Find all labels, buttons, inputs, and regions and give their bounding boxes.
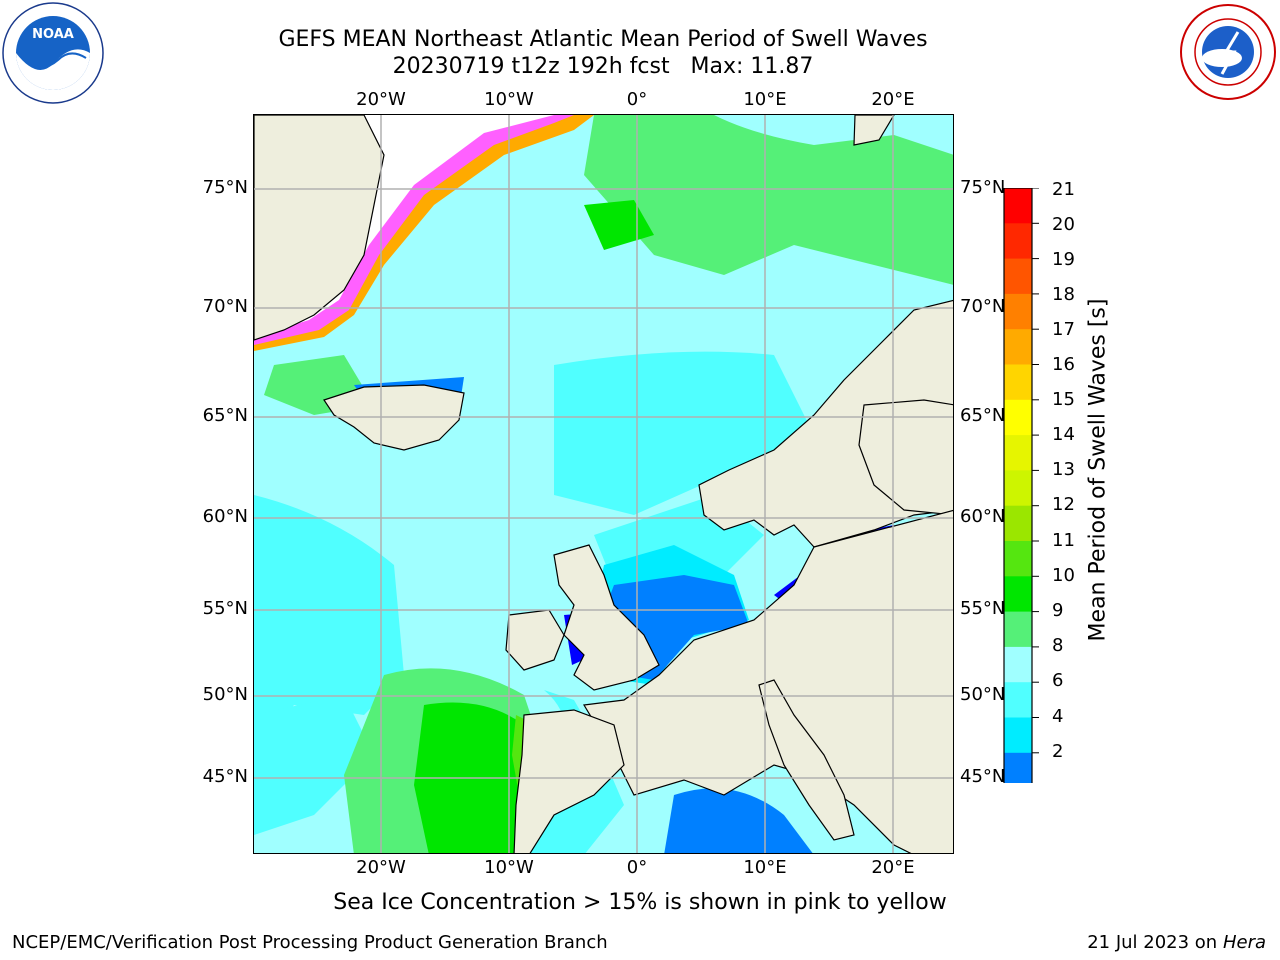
colorbar-segment — [1004, 646, 1032, 683]
lon-label-bottom-20e: 20°E — [871, 857, 915, 878]
land-areas — [254, 115, 953, 853]
colorbar-outline — [1003, 188, 1033, 783]
colorbar-segment — [1004, 188, 1032, 224]
colorbar-tick-label: 11 — [1052, 530, 1075, 551]
land-svalbard — [853, 115, 895, 146]
colorbar-label: Mean Period of Swell Waves [s] — [1085, 298, 1111, 642]
colorbar-segment — [1004, 505, 1032, 542]
lat-label-left-65n: 65°N — [202, 405, 248, 426]
colorbar-segment — [1004, 611, 1032, 648]
colorbar-segment — [1004, 329, 1032, 365]
lon-label-top-10w: 10°W — [484, 89, 534, 110]
sea-ice-note: Sea Ice Concentration > 15% is shown in … — [333, 890, 947, 915]
noaa-logo-text: NOAA — [32, 27, 74, 42]
colorbar-tick-label: 12 — [1052, 494, 1075, 515]
colorbar-segment — [1004, 682, 1032, 718]
colorbar — [1003, 188, 1039, 783]
lon-label-bottom-0: 0° — [626, 857, 648, 878]
lat-label-left-45n: 45°N — [202, 766, 248, 787]
footer-host: Hera — [1222, 932, 1266, 953]
chart-title: GEFS MEAN Northeast Atlantic Mean Period… — [278, 27, 928, 52]
colorbar-tick-label: 4 — [1052, 706, 1064, 727]
land-italy — [758, 679, 855, 841]
lat-label-left-50n: 50°N — [202, 684, 248, 705]
colorbar-segment — [1004, 717, 1032, 754]
colorbar-tick-label: 18 — [1052, 284, 1075, 305]
lat-label-left-60n: 60°N — [202, 506, 248, 527]
noaa-logo-icon: NOAA — [2, 2, 104, 104]
swell-field-6-8s-southwest — [254, 695, 374, 835]
swell-field-6-8s-west — [254, 495, 404, 755]
colorbar-tick-label: 16 — [1052, 354, 1075, 375]
colorbar-tick-label: 8 — [1052, 635, 1064, 656]
lat-label-left-55n: 55°N — [202, 598, 248, 619]
swell-field-6-8s-central — [554, 351, 814, 515]
colorbar-tick-label: 17 — [1052, 319, 1075, 340]
colorbar-tick-label: 19 — [1052, 249, 1075, 270]
lat-label-right-75n: 75°N — [960, 177, 1006, 198]
colorbar-segment — [1004, 258, 1032, 295]
chart-subtitle: 20230719 t12z 192h fcst Max: 11.87 — [392, 54, 814, 79]
map-gridlines — [254, 115, 953, 853]
land-greenland — [254, 115, 385, 341]
lat-label-right-55n: 55°N — [960, 598, 1006, 619]
footer-date: 21 Jul 2023 on Hera — [1087, 932, 1266, 953]
colorbar-tick-label: 6 — [1052, 670, 1064, 691]
swell-field-9-10s-north — [584, 115, 953, 285]
lon-label-bottom-20w: 20°W — [356, 857, 406, 878]
colorbar-tick-label: 9 — [1052, 600, 1064, 621]
footer-organization: NCEP/EMC/Verification Post Processing Pr… — [12, 932, 608, 953]
colorbar-segment — [1004, 399, 1032, 436]
lat-label-right-45n: 45°N — [960, 766, 1006, 787]
lon-label-top-0: 0° — [626, 89, 648, 110]
colorbar-segment — [1004, 752, 1032, 783]
map-panel — [253, 114, 954, 854]
lon-label-top-20w: 20°W — [356, 89, 406, 110]
lon-label-bottom-10w: 10°W — [484, 857, 534, 878]
nws-logo-icon — [1178, 2, 1278, 102]
swell-field-2-4s-mediterranean — [664, 788, 813, 853]
lat-label-left-75n: 75°N — [202, 177, 248, 198]
colorbar-tick-label: 2 — [1052, 741, 1064, 762]
colorbar-segment — [1004, 293, 1032, 330]
footer-date-text: 21 Jul 2023 on — [1087, 932, 1223, 953]
colorbar-segment — [1004, 223, 1032, 260]
colorbar-segment — [1004, 364, 1032, 401]
lat-label-right-65n: 65°N — [960, 405, 1006, 426]
colorbar-tick-label: 15 — [1052, 389, 1075, 410]
colorbar-tick-label: 21 — [1052, 179, 1075, 200]
land-iberia — [513, 709, 625, 853]
colorbar-segment — [1004, 470, 1032, 507]
colorbar-tick-label: 20 — [1052, 214, 1075, 235]
lon-label-top-10e: 10°E — [743, 89, 787, 110]
colorbar-tick-label: 10 — [1052, 565, 1075, 586]
lon-label-bottom-10e: 10°E — [743, 857, 787, 878]
colorbar-segment — [1004, 435, 1032, 471]
lat-label-right-70n: 70°N — [960, 296, 1006, 317]
colorbar-tick-label: 14 — [1052, 424, 1075, 445]
land-finland-sweden — [858, 399, 953, 516]
colorbar-segment — [1004, 576, 1032, 613]
lon-label-top-20e: 20°E — [871, 89, 915, 110]
colorbar-segment — [1004, 541, 1032, 577]
lat-label-right-50n: 50°N — [960, 684, 1006, 705]
lat-label-right-60n: 60°N — [960, 506, 1006, 527]
map-canvas — [254, 115, 953, 853]
colorbar-tick-label: 13 — [1052, 459, 1075, 480]
lat-label-left-70n: 70°N — [202, 296, 248, 317]
